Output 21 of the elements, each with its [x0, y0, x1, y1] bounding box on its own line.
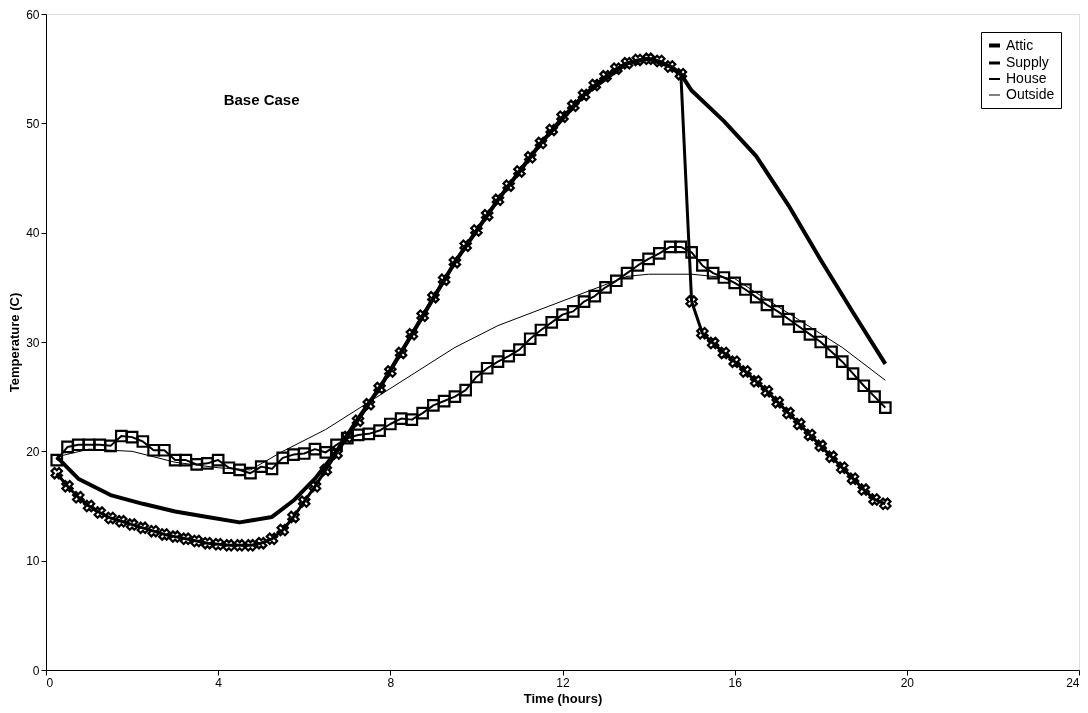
- legend-label: Outside: [1006, 86, 1055, 102]
- legend-label: Attic: [1006, 36, 1034, 53]
- x-tick-label: 16: [728, 675, 743, 690]
- y-tick-label: 50: [26, 116, 40, 131]
- y-tick-label: 40: [26, 226, 40, 241]
- x-tick-label: 24: [1066, 675, 1080, 690]
- y-tick-label: 60: [26, 7, 40, 22]
- x-tick-label: 4: [215, 675, 223, 690]
- legend-label: House: [1006, 70, 1047, 86]
- x-tick-label: 0: [46, 675, 54, 690]
- y-tick-label: 0: [32, 663, 40, 678]
- legend-label: Supply: [1006, 54, 1049, 70]
- y-tick-label: 30: [26, 335, 40, 350]
- x-tick-label: 8: [387, 675, 395, 690]
- x-axis-title: Time (hours): [523, 690, 603, 706]
- x-tick-label: 20: [900, 675, 915, 690]
- y-tick-label: 20: [26, 444, 40, 459]
- x-tick-label: 12: [556, 675, 570, 690]
- text: Base Case: [223, 91, 300, 108]
- y-axis-title: Temperature (C): [7, 292, 23, 393]
- y-tick-label: 10: [26, 554, 40, 569]
